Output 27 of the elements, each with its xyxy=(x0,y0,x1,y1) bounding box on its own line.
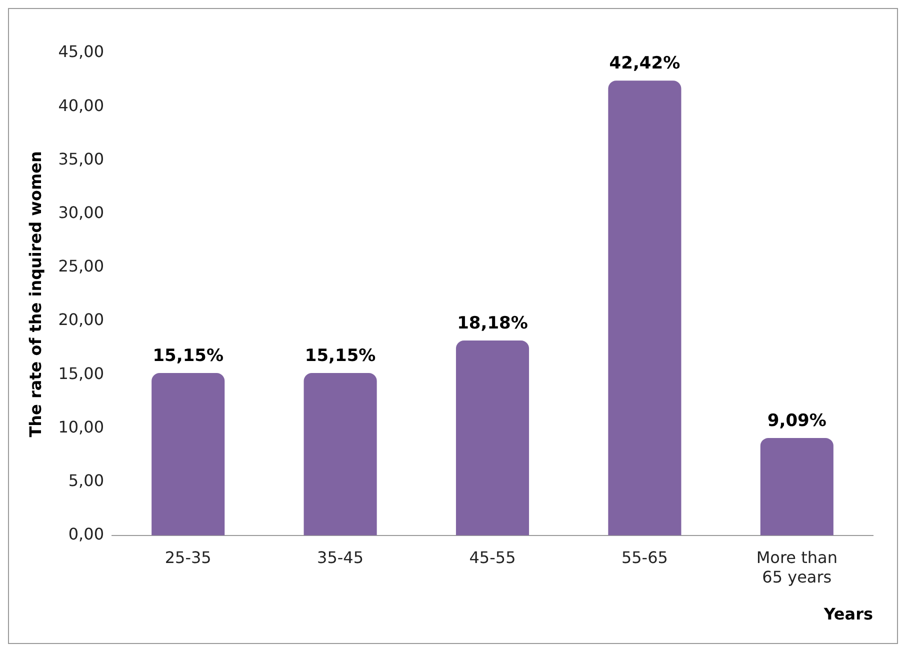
bar xyxy=(608,80,682,536)
bar xyxy=(760,438,834,536)
x-axis-title: Years xyxy=(822,604,873,624)
y-tick-label: 45,00 xyxy=(58,42,104,62)
y-tick-label: 20,00 xyxy=(58,310,104,330)
data-label: 15,15% xyxy=(304,346,376,366)
y-tick-label: 25,00 xyxy=(58,256,104,276)
data-label: 42,42% xyxy=(609,54,680,74)
data-label: 18,18% xyxy=(457,313,528,334)
x-tick-label: 25-35 xyxy=(164,548,212,568)
y-tick-label: 40,00 xyxy=(58,96,104,115)
x-tick-label: More than 65 years xyxy=(756,548,838,586)
y-tick-label: 15,00 xyxy=(58,364,104,383)
x-tick-label: 35-45 xyxy=(317,548,364,568)
bar xyxy=(456,340,530,536)
data-label: 15,15% xyxy=(152,346,224,366)
x-tick-label: 55-65 xyxy=(621,548,668,568)
bar xyxy=(152,372,225,536)
y-axis-title: The rate of the inquired women xyxy=(26,151,45,438)
y-tick-label: 10,00 xyxy=(58,417,104,436)
data-label: 9,09% xyxy=(767,410,826,431)
y-tick-label: 30,00 xyxy=(58,202,104,222)
y-tick-label: 5,00 xyxy=(68,470,104,490)
y-tick-label: 0,00 xyxy=(68,524,104,544)
y-tick-label: 35,00 xyxy=(58,149,104,168)
x-tick-label: 45-55 xyxy=(469,548,516,568)
bar xyxy=(304,372,377,536)
